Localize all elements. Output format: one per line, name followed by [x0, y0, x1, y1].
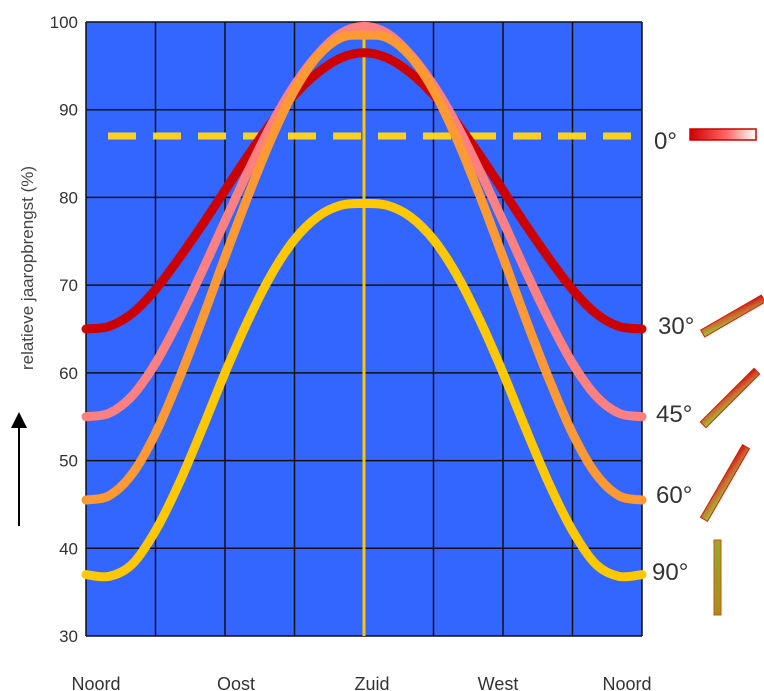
- x-category-label: West: [478, 674, 519, 691]
- up-arrow-icon: [11, 412, 27, 526]
- angle-label: 30°: [658, 313, 694, 340]
- series-line-60: [81, 30, 647, 505]
- x-category-label: Oost: [217, 674, 255, 691]
- y-ticks: 30 40 50 60 70 80 90 100: [50, 13, 78, 646]
- y-tick-label: 50: [59, 452, 78, 471]
- y-tick-label: 60: [59, 364, 78, 383]
- x-category-label: Noord: [602, 674, 651, 691]
- series-line-90: [81, 199, 647, 582]
- panel-60-icon: [699, 443, 751, 523]
- panel-90-icon: [713, 539, 722, 616]
- series-line-45: [81, 21, 647, 422]
- series-lines: [81, 21, 647, 582]
- y-tick-label: 80: [59, 188, 78, 207]
- series-line-30: [81, 48, 647, 334]
- angle-labels: 0° 30° 45° 60° 90°: [652, 128, 694, 586]
- x-category-label: Zuid: [354, 674, 389, 691]
- panel-icons: [689, 128, 764, 616]
- y-tick-label: 40: [59, 539, 78, 558]
- y-tick-label: 70: [59, 276, 78, 295]
- panel-45-icon: [699, 367, 761, 429]
- x-category-label: Noord: [71, 674, 120, 691]
- angle-label: 60°: [656, 482, 692, 509]
- angle-label: 0°: [654, 128, 677, 155]
- x-categories: Noord Oost Zuid West Noord: [71, 674, 651, 691]
- y-tick-label: 100: [50, 13, 78, 32]
- y-axis-label: relatieve jaaropbrengst (%): [18, 166, 37, 370]
- angle-label: 45°: [656, 401, 692, 428]
- panel-0-icon: [689, 128, 757, 141]
- panel-30-icon: [700, 294, 764, 338]
- y-tick-label: 30: [59, 627, 78, 646]
- y-tick-label: 90: [59, 101, 78, 120]
- angle-label: 90°: [652, 559, 688, 586]
